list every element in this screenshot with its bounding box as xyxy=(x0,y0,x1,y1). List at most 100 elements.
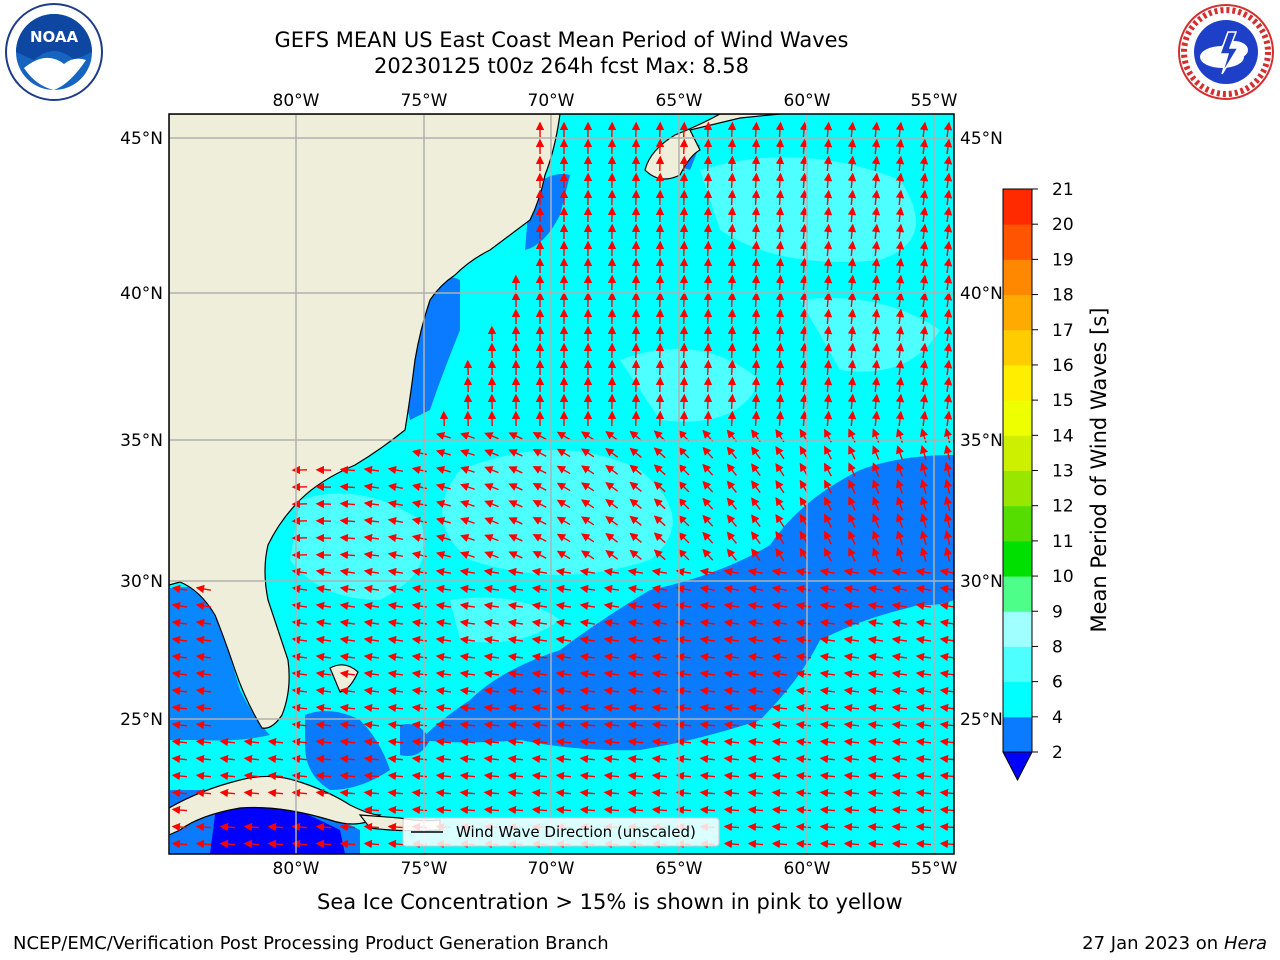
wind-wave-arrow xyxy=(915,754,932,764)
wind-wave-arrow xyxy=(795,635,812,645)
wind-wave-arrow xyxy=(532,483,547,491)
wind-wave-arrow xyxy=(795,703,812,713)
wind-wave-arrow xyxy=(771,771,788,781)
wind-wave-arrow xyxy=(243,737,260,747)
wind-wave-arrow xyxy=(775,308,785,325)
wind-wave-arrow xyxy=(507,567,524,577)
wind-wave-arrow xyxy=(627,669,644,679)
wind-wave-arrow xyxy=(315,839,332,849)
wind-wave-arrow xyxy=(629,515,642,526)
wind-wave-arrow xyxy=(723,788,740,798)
wind-wave-arrow xyxy=(507,771,524,781)
svg-text:80°W: 80°W xyxy=(273,91,320,111)
wind-wave-arrow xyxy=(727,223,737,240)
wind-wave-arrow xyxy=(848,513,856,528)
wind-wave-arrow xyxy=(939,788,954,798)
wind-wave-arrow xyxy=(751,514,761,528)
wind-wave-arrow xyxy=(871,308,881,325)
wind-wave-arrow xyxy=(387,516,404,526)
wind-wave-arrow xyxy=(435,431,451,441)
wind-wave-arrow xyxy=(775,189,785,206)
wind-wave-arrow xyxy=(823,308,833,325)
wind-wave-arrow xyxy=(679,359,689,376)
wind-wave-arrow xyxy=(507,703,524,713)
wind-wave-arrow xyxy=(775,206,785,223)
wind-wave-arrow xyxy=(531,652,548,662)
wind-wave-arrow xyxy=(867,822,884,832)
wind-wave-arrow xyxy=(939,567,954,577)
wind-wave-arrow xyxy=(919,410,929,427)
wind-wave-arrow xyxy=(703,410,713,427)
colorbar-segment xyxy=(1003,646,1032,683)
wind-wave-arrow xyxy=(703,189,713,206)
wind-wave-arrow xyxy=(507,737,524,747)
wind-wave-arrow xyxy=(484,449,499,457)
wind-wave-arrow xyxy=(847,410,857,427)
wind-wave-arrow xyxy=(723,601,740,611)
wind-wave-arrow xyxy=(823,342,833,359)
wind-wave-arrow xyxy=(775,291,785,308)
wind-wave-arrow xyxy=(939,720,954,730)
wind-wave-arrow xyxy=(723,618,740,628)
colorbar-segment xyxy=(1003,400,1032,436)
wind-wave-arrow xyxy=(915,686,932,696)
lat-labels-right: 45°N 40°N 35°N 30°N 25°N xyxy=(960,129,1003,730)
wind-wave-arrow xyxy=(775,257,785,274)
wind-wave-arrow xyxy=(651,720,668,730)
wind-wave-arrow xyxy=(387,771,404,781)
wind-wave-arrow xyxy=(775,463,785,477)
wind-wave-arrow xyxy=(895,325,905,342)
wind-wave-arrow xyxy=(339,567,356,577)
wind-wave-arrow xyxy=(699,584,716,594)
wind-wave-arrow xyxy=(895,155,905,172)
wind-wave-arrow xyxy=(771,805,788,815)
wind-wave-arrow xyxy=(387,635,404,645)
wind-wave-arrow xyxy=(195,686,212,696)
wind-wave-arrow xyxy=(747,771,764,781)
svg-text:55°W: 55°W xyxy=(911,91,958,111)
wind-wave-arrow xyxy=(939,822,954,832)
wind-wave-arrow xyxy=(751,531,761,545)
wind-wave-arrow xyxy=(723,805,740,815)
wind-wave-arrow xyxy=(891,737,908,747)
wind-wave-arrow xyxy=(775,514,785,528)
wind-wave-arrow xyxy=(891,720,908,730)
wind-wave-arrow xyxy=(387,465,404,475)
wind-wave-arrow xyxy=(315,567,332,577)
wind-wave-arrow xyxy=(267,771,284,781)
wind-wave-arrow xyxy=(679,308,689,325)
wind-wave-arrow xyxy=(871,240,881,257)
wind-wave-arrow xyxy=(943,478,953,494)
wind-wave-arrow xyxy=(679,325,689,342)
wind-wave-arrow xyxy=(775,531,785,545)
wind-wave-arrow xyxy=(627,788,644,798)
wind-wave-arrow xyxy=(363,550,380,560)
wind-wave-arrow xyxy=(867,584,884,594)
wind-wave-arrow xyxy=(459,567,476,577)
wind-wave-arrow xyxy=(819,754,836,764)
wind-wave-arrow xyxy=(459,754,476,764)
wind-wave-arrow xyxy=(315,703,332,713)
wind-wave-arrow xyxy=(703,240,713,257)
wind-wave-arrow xyxy=(603,669,620,679)
wind-wave-arrow xyxy=(795,618,812,628)
wind-wave-arrow xyxy=(460,551,475,559)
wind-wave-arrow xyxy=(895,274,905,291)
wind-wave-arrow xyxy=(702,463,714,476)
wind-wave-arrow xyxy=(919,155,929,172)
colorbar-tick-label: 11 xyxy=(1052,532,1074,552)
wind-wave-arrow xyxy=(771,737,788,747)
wind-wave-arrow xyxy=(435,584,452,594)
wind-wave-arrow xyxy=(532,449,547,457)
wind-wave-arrow xyxy=(651,788,668,798)
wind-wave-arrow xyxy=(723,584,740,594)
wind-wave-arrow xyxy=(679,257,689,274)
wind-wave-arrow xyxy=(727,393,737,410)
wind-wave-arrow xyxy=(747,618,764,628)
wind-wave-arrow xyxy=(460,517,475,525)
lon-labels-bottom: 80°W 75°W 70°W 65°W 60°W 55°W xyxy=(273,859,958,879)
wind-wave-arrow xyxy=(771,686,788,696)
wind-wave-arrow xyxy=(871,274,881,291)
wind-wave-arrow xyxy=(483,703,500,713)
wind-wave-arrow xyxy=(727,274,737,291)
